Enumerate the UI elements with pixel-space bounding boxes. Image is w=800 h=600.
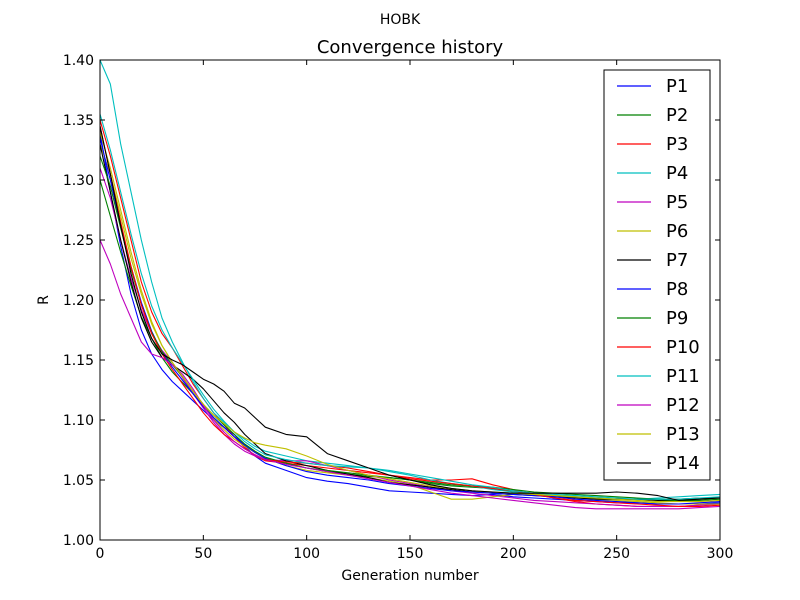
legend-label: P11 — [666, 366, 700, 387]
y-tick-label: 1.05 — [63, 473, 94, 489]
x-tick-label: 0 — [96, 546, 105, 562]
legend-label: P3 — [666, 134, 688, 155]
y-tick-label: 1.10 — [63, 413, 94, 429]
chart-title: Convergence history — [317, 37, 504, 58]
legend-label: P6 — [666, 221, 688, 242]
series-line-p12 — [99, 239, 721, 510]
x-tick-label: 150 — [397, 546, 424, 562]
legend-label: P4 — [666, 163, 688, 184]
series-line-p11 — [99, 113, 721, 500]
legend-label: P12 — [666, 395, 700, 416]
x-tick-label: 50 — [194, 546, 212, 562]
legend-label: P7 — [666, 250, 688, 271]
legend: P1 P2 P3 P4 P5 P6 P7 P8 P9 P10 P11 P12 P13 P14 — [603, 69, 711, 481]
legend-label: P8 — [666, 279, 688, 300]
y-tick-label: 1.20 — [63, 293, 94, 309]
y-tick-label: 1.35 — [63, 113, 94, 129]
y-tick-label: 1.25 — [63, 233, 94, 249]
legend-label: P14 — [666, 453, 700, 474]
x-tick-label: 250 — [603, 546, 630, 562]
legend-label: P5 — [666, 192, 688, 213]
x-axis-label: Generation number — [341, 568, 478, 584]
y-tick-label: 1.15 — [63, 353, 94, 369]
y-tick-label: 1.40 — [63, 53, 94, 69]
series-layer — [99, 59, 721, 510]
y-tick-label: 1.00 — [63, 533, 94, 549]
axis-ticks: 0 50 100 150 200 250 300 1.00 1.05 1.10 1.15 1.20 1.… — [63, 53, 734, 562]
legend-box — [603, 69, 711, 481]
figure-title: HOBK — [380, 12, 421, 28]
series-line-p13 — [99, 131, 721, 503]
legend-label: P10 — [666, 337, 700, 358]
y-axis-label: R — [36, 295, 52, 305]
y-tick-label: 1.30 — [63, 173, 94, 189]
series-line-p8 — [99, 137, 721, 505]
legend-label: P9 — [666, 308, 688, 329]
legend-label: P1 — [666, 76, 688, 97]
x-tick-label: 300 — [707, 546, 734, 562]
x-tick-label: 100 — [293, 546, 320, 562]
legend-label: P13 — [666, 424, 700, 445]
series-line-p14 — [99, 125, 721, 501]
x-tick-label: 200 — [500, 546, 527, 562]
legend-label: P2 — [666, 105, 688, 126]
